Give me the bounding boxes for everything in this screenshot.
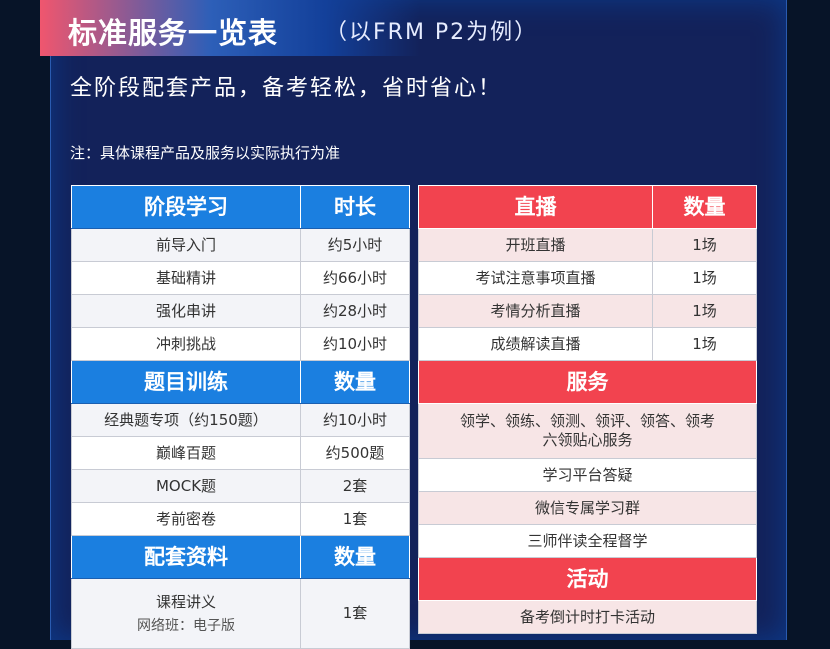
header-cell: 数量 <box>300 360 410 404</box>
service-line: 领学、领练、领测、领评、领答、领考 <box>459 412 715 430</box>
header-cell: 题目训练 <box>71 360 301 404</box>
cell: 三师伴读全程督学 <box>418 524 757 558</box>
material-name: 课程讲义 <box>155 593 216 611</box>
cell: 约500题 <box>300 436 410 470</box>
cell: 成绩解读直播 <box>418 327 653 361</box>
table-row: 学习平台答疑 <box>418 458 757 492</box>
table-row: 考前密卷 1套 <box>71 502 410 536</box>
cell: 备考倒计时打卡活动 <box>418 600 757 634</box>
table-row: 经典题专项（约150题） 约10小时 <box>71 403 410 437</box>
cell: 约5小时 <box>300 228 410 262</box>
cell: 领学、领练、领测、领评、领答、领考 六领贴心服务 <box>418 403 757 459</box>
cell: 巅峰百题 <box>71 436 301 470</box>
table-row: 领学、领练、领测、领评、领答、领考 六领贴心服务 <box>418 403 757 459</box>
table-header: 服务 <box>418 360 757 404</box>
header-cell: 时长 <box>300 185 410 229</box>
cell: 冲刺挑战 <box>71 327 301 361</box>
cell: 2套 <box>300 469 410 503</box>
cell: 1场 <box>652 228 757 262</box>
cell: 前导入门 <box>71 228 301 262</box>
header-cell: 服务 <box>418 360 757 404</box>
table-row: MOCK题 2套 <box>71 469 410 503</box>
cell: 开班直播 <box>418 228 653 262</box>
header-cell: 数量 <box>652 185 757 229</box>
table-header: 直播 数量 <box>418 185 757 229</box>
table-row: 冲刺挑战 约10小时 <box>71 327 410 361</box>
cell: 约10小时 <box>300 403 410 437</box>
cell: 考情分析直播 <box>418 294 653 328</box>
note: 注：具体课程产品及服务以实际执行为准 <box>70 144 341 162</box>
cell: 约28小时 <box>300 294 410 328</box>
cell: 约10小时 <box>300 327 410 361</box>
cell: 强化串讲 <box>71 294 301 328</box>
cell: 1场 <box>652 327 757 361</box>
cell: 考试注意事项直播 <box>418 261 653 295</box>
left-table: 阶段学习 时长 前导入门 约5小时 基础精讲 约66小时 强化串讲 约28小时 冲刺挑战… <box>71 185 410 649</box>
header-cell: 活动 <box>418 557 757 601</box>
service-line: 六领贴心服务 <box>542 431 633 449</box>
page-subtitle: （以FRM P2为例） <box>325 20 539 45</box>
header-cell: 直播 <box>418 185 653 229</box>
cell: 经典题专项（约150题） <box>71 403 301 437</box>
cell: 1场 <box>652 261 757 295</box>
table-row: 三师伴读全程督学 <box>418 524 757 558</box>
slogan: 全阶段配套产品，备考轻松，省时省心！ <box>70 76 503 101</box>
cell: 考前密卷 <box>71 502 301 536</box>
cell: 1场 <box>652 294 757 328</box>
table-header: 配套资料 数量 <box>71 535 410 579</box>
table-row: 强化串讲 约28小时 <box>71 294 410 328</box>
table-row: 基础精讲 约66小时 <box>71 261 410 295</box>
table-row: 考试注意事项直播 1场 <box>418 261 757 295</box>
table-row: 微信专属学习群 <box>418 491 757 525</box>
cell: 基础精讲 <box>71 261 301 295</box>
table-row: 成绩解读直播 1场 <box>418 327 757 361</box>
cell: 课程讲义网络班：电子版 <box>71 578 301 649</box>
table-row: 备考倒计时打卡活动 <box>418 600 757 634</box>
cell: 学习平台答疑 <box>418 458 757 492</box>
table-row: 前导入门 约5小时 <box>71 228 410 262</box>
table-row: 考情分析直播 1场 <box>418 294 757 328</box>
cell: 1套 <box>300 502 410 536</box>
table-row: 巅峰百题 约500题 <box>71 436 410 470</box>
table-header: 阶段学习 时长 <box>71 185 410 229</box>
header-cell: 数量 <box>300 535 410 579</box>
table-header: 活动 <box>418 557 757 601</box>
material-format: 网络班：电子版 <box>137 618 235 634</box>
table-header: 题目训练 数量 <box>71 360 410 404</box>
cell: MOCK题 <box>71 469 301 503</box>
page-title: 标准服务一览表 <box>68 16 279 50</box>
table-row: 课程讲义 网络班：电子版 1套 <box>71 578 410 649</box>
cell: 1套 <box>300 578 410 649</box>
cell: 微信专属学习群 <box>418 491 757 525</box>
title-banner <box>40 0 420 56</box>
right-table: 直播 数量 开班直播 1场 考试注意事项直播 1场 考情分析直播 1场 成绩解读直播 1场… <box>418 185 757 634</box>
header-cell: 配套资料 <box>71 535 301 579</box>
cell: 约66小时 <box>300 261 410 295</box>
table-row: 开班直播 1场 <box>418 228 757 262</box>
header-cell: 阶段学习 <box>71 185 301 229</box>
